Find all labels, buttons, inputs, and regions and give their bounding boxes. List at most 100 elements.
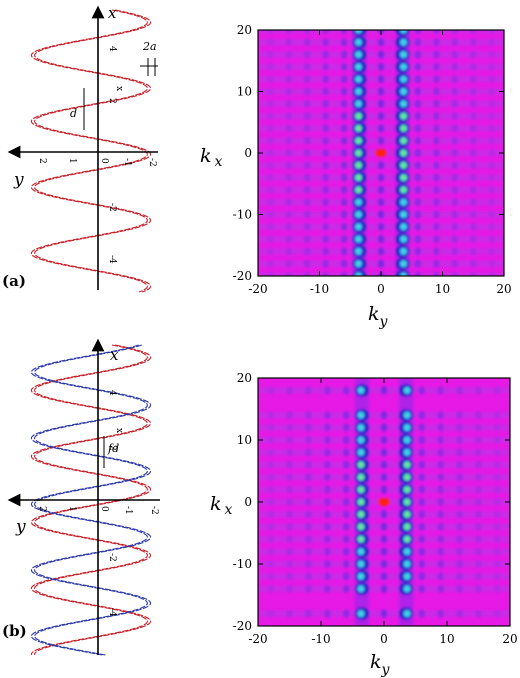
blob-core [403,424,411,432]
speckle [437,535,444,544]
speckle [304,185,311,195]
speckle [414,234,422,244]
speckle [324,435,331,445]
blob-core [357,523,365,531]
speckle [488,62,495,72]
speckle [418,448,425,457]
speckle [322,259,329,268]
speckle [433,198,440,207]
blob-core [400,137,408,145]
speckle [286,411,293,420]
heatmap-cells [258,30,504,276]
y-tick-label: 10 [237,433,252,447]
speckle [305,411,312,420]
speckle [470,75,477,84]
speckle [286,485,293,494]
speckle [286,572,293,581]
speckle [286,435,293,445]
blob-core [357,424,365,432]
speckle [418,522,425,531]
speckle [414,222,422,231]
schematic-mark: x [114,428,124,433]
speckle [488,148,495,158]
speckle [418,435,425,445]
x-tick: 4 [107,390,117,396]
heatmap-ticks: -20 -10 0 10 20 20 10 0 -10 -20 [233,23,512,296]
y-tick: 2 [37,506,47,512]
panel-b-label: (b) [2,622,27,640]
speckle [418,423,425,432]
speckle [488,75,495,84]
blob-core [403,610,411,618]
speckle [285,111,292,121]
blob-core [403,560,411,568]
speckle [340,198,348,207]
speckle [267,247,274,256]
y-tick: 2 [37,158,47,164]
blob-core [400,186,408,194]
speckle [494,522,501,531]
speckle [304,62,311,72]
speckle [451,111,458,121]
speckle [418,559,425,569]
speckle [494,448,501,457]
blob-core [354,38,362,46]
speckle [433,50,440,59]
speckle [470,271,477,276]
blob-core [403,386,411,394]
speckle [322,161,329,170]
y-tick-label: -10 [233,208,252,222]
speckle [377,161,385,170]
blob-core [400,174,408,182]
speckle [451,222,458,231]
y-axis-label-sub: x [215,154,223,170]
speckle [377,87,385,96]
panel-a-schematic: x y 4 2 -2 -4 2 1 0 -1 -2 x 2a d [7,4,158,293]
y-axis-label-main: k [200,145,212,167]
speckle [470,30,477,35]
speckle [285,136,292,145]
blob-core [400,211,408,218]
speckle [451,87,458,96]
blob-core [354,51,362,59]
speckle [494,559,501,569]
speckle [475,559,482,569]
speckle [470,136,477,145]
speckle [470,259,477,268]
speckle [286,522,293,531]
speckle [340,210,348,219]
speckle [494,435,501,445]
speckle [304,234,311,244]
x-tick-label: 10 [439,632,454,646]
blob-core [400,272,408,276]
speckle [304,210,311,219]
speckle [414,173,422,182]
y-tick: -2 [149,506,159,515]
x-tick-label: -10 [310,282,329,296]
blob-core [400,75,408,83]
speckle [418,485,425,494]
speckle [456,497,463,507]
speckle [305,510,312,519]
speckle [285,75,292,84]
blob-core [400,247,408,255]
speckle [285,198,292,207]
speckle [414,148,422,158]
y-tick: 1 [67,506,77,512]
speckle [340,247,348,256]
speckle [267,30,274,35]
y-axis-label-sub: x [225,502,233,518]
speckle [414,124,422,133]
speckle [475,535,482,544]
speckle [433,99,440,109]
blob-core [400,223,408,231]
x-axis-label-sub: y [381,662,391,678]
blob-core [400,198,408,206]
speckle [304,30,311,35]
speckle [433,38,440,47]
speckle [286,609,293,618]
speckle [456,460,463,469]
speckle [475,510,482,519]
speckle [340,259,348,268]
speckle [267,435,274,445]
